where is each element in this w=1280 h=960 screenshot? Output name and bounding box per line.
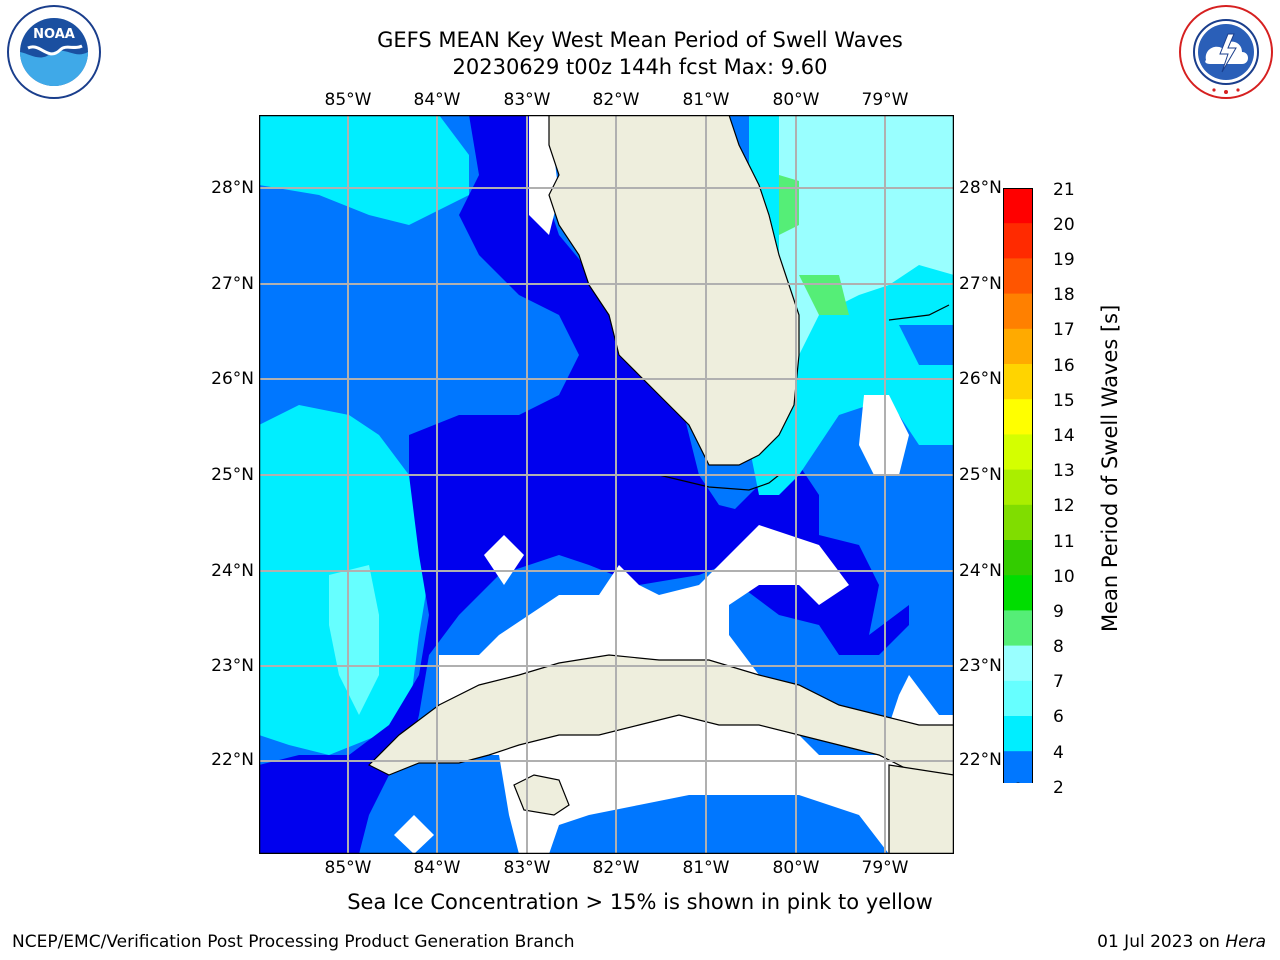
map-panel [258,114,955,855]
colorbar-segment [1003,188,1033,224]
colorbar-segment [1003,716,1033,752]
ocean-light-nw [259,115,469,225]
ocean-green-patch-2 [779,175,799,235]
colorbar-segment [1003,540,1033,576]
colorbar [1002,188,1034,787]
chart-subtitle: 20230629 t00z 144h fcst Max: 9.60 [452,55,828,79]
colorbar-segment [1003,293,1033,330]
lon-label-bottom: 81°W [682,858,730,878]
colorbar-label-box: Mean Period of Swell Waves [s] [1060,300,1140,640]
lat-label-right: 23°N [959,656,1002,676]
map-frame [258,114,955,855]
lon-label-top: 80°W [772,90,820,110]
land-hispaniola-edge [888,764,955,855]
colorbar-tick-label: 4 [1053,743,1064,763]
colorbar-segment [1003,751,1033,787]
colorbar-ticks: 21 20 19 18 17 16 15 14 13 12 11 10 9 8 … [1040,180,1100,798]
colorbar-tick-label: 10 [1053,567,1075,587]
colorbar-tick-label: 17 [1053,320,1075,340]
lat-label-left: 27°N [211,274,254,294]
ocean-pale-sw [329,565,379,715]
colorbar-segment [1003,504,1033,541]
sea-ice-note: Sea Ice Concentration > 15% is shown in … [347,890,933,914]
florida-keys [658,474,780,491]
lat-label-left: 25°N [211,465,254,485]
lon-label-top: 81°W [682,90,730,110]
ocean-deep-gulf [259,115,779,854]
colorbar-segment [1003,364,1033,400]
colorbar-segment [1003,328,1033,365]
colorbar-tick-label: 2 [1053,778,1064,798]
lon-label-bottom: 79°W [861,858,909,878]
noaa-logo: NOAA [4,4,104,100]
colorbar-segment [1003,680,1033,717]
lat-label-right: 28°N [959,178,1002,198]
lat-label-right: 25°N [959,465,1002,485]
colorbar-tick-label: 6 [1053,707,1064,727]
footer-host: Hera [1225,932,1266,952]
colorbar-tick-label: 16 [1053,356,1075,376]
lat-label-right: 22°N [959,750,1002,770]
footer-date: 01 Jul 2023 on [1097,932,1226,952]
nodata-diamond-1 [484,535,524,585]
colorbar-tick-label: 7 [1053,672,1064,692]
lon-label-bottom: 80°W [772,858,820,878]
grid-lines [259,115,954,854]
lat-label-left: 22°N [211,750,254,770]
nodata-diamond-2 [394,815,434,854]
colorbar-tick-label: 19 [1053,250,1075,270]
lon-label-top: 83°W [503,90,551,110]
lon-label-bottom: 82°W [592,858,640,878]
nws-logo [1176,4,1276,100]
colorbar-tick-label: 14 [1053,426,1075,446]
lat-label-right: 24°N [959,561,1002,581]
ocean-mid-patch [899,325,954,365]
colorbar-segment [1003,645,1033,682]
colorbar-svg [1002,188,1034,787]
colorbar-segment [1003,610,1033,647]
colorbar-tick-label: 11 [1053,532,1075,552]
land-bahamas [888,304,950,321]
colorbar-segment [1003,223,1033,259]
colorbar-segment [1003,434,1033,471]
colorbar-segment [1003,575,1033,611]
lat-label-left: 26°N [211,369,254,389]
lat-label-left: 28°N [211,178,254,198]
lon-label-bottom: 85°W [324,858,372,878]
lon-label-top: 84°W [413,90,461,110]
swell-period-map [258,114,955,855]
colorbar-tick-label: 13 [1053,461,1075,481]
chart-title: GEFS MEAN Key West Mean Period of Swell … [377,28,903,52]
lon-label-top: 85°W [324,90,372,110]
lon-label-top: 82°W [592,90,640,110]
colorbar-tick-label: 12 [1053,496,1075,516]
colorbar-segment [1003,469,1033,506]
colorbar-label: Mean Period of Swell Waves [s] [1098,304,1122,632]
lat-label-left: 23°N [211,656,254,676]
colorbar-tick-label: 9 [1053,602,1064,622]
colorbar-tick-label: 15 [1053,391,1075,411]
colorbar-tick-label: 21 [1053,180,1075,200]
lat-label-right: 27°N [959,274,1002,294]
lon-label-top: 79°W [861,90,909,110]
colorbar-tick-label: 20 [1053,215,1075,235]
colorbar-tick-label: 8 [1053,637,1064,657]
colorbar-tick-label: 18 [1053,285,1075,305]
lon-label-bottom: 83°W [503,858,551,878]
lat-label-right: 26°N [959,369,1002,389]
colorbar-segment [1003,399,1033,435]
lat-label-left: 24°N [211,561,254,581]
footer-right: 01 Jul 2023 on Hera [1097,932,1266,952]
lon-label-bottom: 84°W [413,858,461,878]
colorbar-segment [1003,258,1033,295]
land-florida [548,114,800,466]
svg-text:NOAA: NOAA [33,27,75,42]
footer-left: NCEP/EMC/Verification Post Processing Pr… [12,932,575,952]
